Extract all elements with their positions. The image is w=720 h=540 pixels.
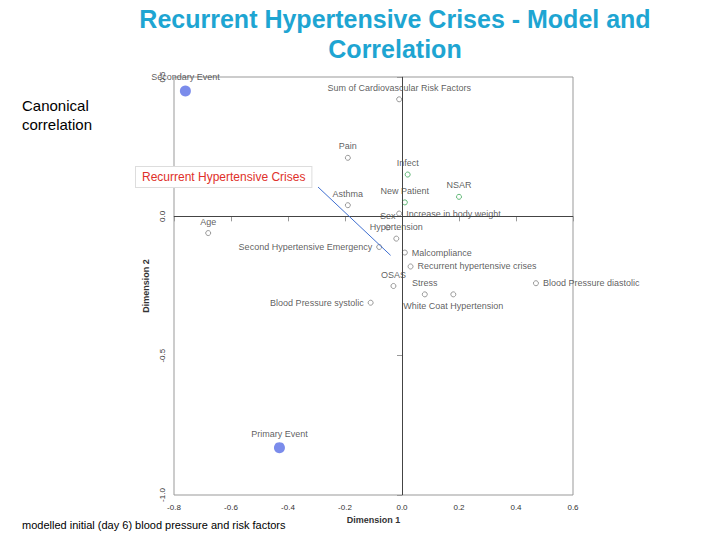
svg-text:-0.5: -0.5 [158,348,167,362]
svg-text:Secondary Event: Secondary Event [151,72,220,82]
svg-text:Malcompliance: Malcompliance [412,248,472,258]
svg-text:Primary Event: Primary Event [251,429,308,439]
svg-text:0.0: 0.0 [158,210,167,222]
svg-text:0.2: 0.2 [453,503,465,512]
svg-text:Age: Age [200,217,216,227]
svg-text:Pain: Pain [339,141,357,151]
svg-text:Recurrent Hypertensive Crises: Recurrent Hypertensive Crises [142,170,305,184]
svg-text:-0.6: -0.6 [224,503,238,512]
svg-text:-0.2: -0.2 [338,503,352,512]
svg-text:OSAS: OSAS [380,269,406,280]
svg-text:Second Hypertensive Emergency: Second Hypertensive Emergency [239,242,373,252]
svg-text:-1.0: -1.0 [158,488,167,502]
svg-text:Blood Pressure systolic: Blood Pressure systolic [270,298,364,308]
svg-text:0.6: 0.6 [567,503,579,512]
svg-text:Sex: Sex [380,211,396,221]
html-text:modelled initial (day 6) blood: modelled initial (day 6) blood pressure … [22,519,286,531]
svg-text:Increase in body weight: Increase in body weight [406,209,501,219]
svg-text:Sum of Cardiovascular Risk Fac: Sum of Cardiovascular Risk Factors [327,83,471,93]
svg-text:Dimension 2: Dimension 2 [141,259,151,313]
svg-text:Blood Pressure diastolic: Blood Pressure diastolic [543,278,640,288]
svg-text:Asthma: Asthma [333,189,364,199]
svg-text:-0.4: -0.4 [281,503,295,512]
svg-text:-0.8: -0.8 [167,503,181,512]
svg-text:Hypertension: Hypertension [370,222,423,232]
svg-text:New Patient: New Patient [381,186,430,196]
svg-text:Stress: Stress [412,278,438,288]
svg-text:Recurrent hypertensive crises: Recurrent hypertensive crises [418,261,538,271]
svg-text:0.0: 0.0 [396,503,408,512]
svg-text:Infect: Infect [397,158,420,168]
svg-text:NSAR: NSAR [446,180,472,190]
svg-text:Dimension 1: Dimension 1 [347,515,401,525]
html-text:Recurrent Hypertensive Crises: Recurrent Hypertensive Crises - Model an… [139,5,651,63]
svg-text:0.4: 0.4 [510,503,522,512]
svg-text:White Coat Hypertension: White Coat Hypertension [403,301,503,311]
html-text:Canonical correlation: Canonical correlation [22,97,92,133]
